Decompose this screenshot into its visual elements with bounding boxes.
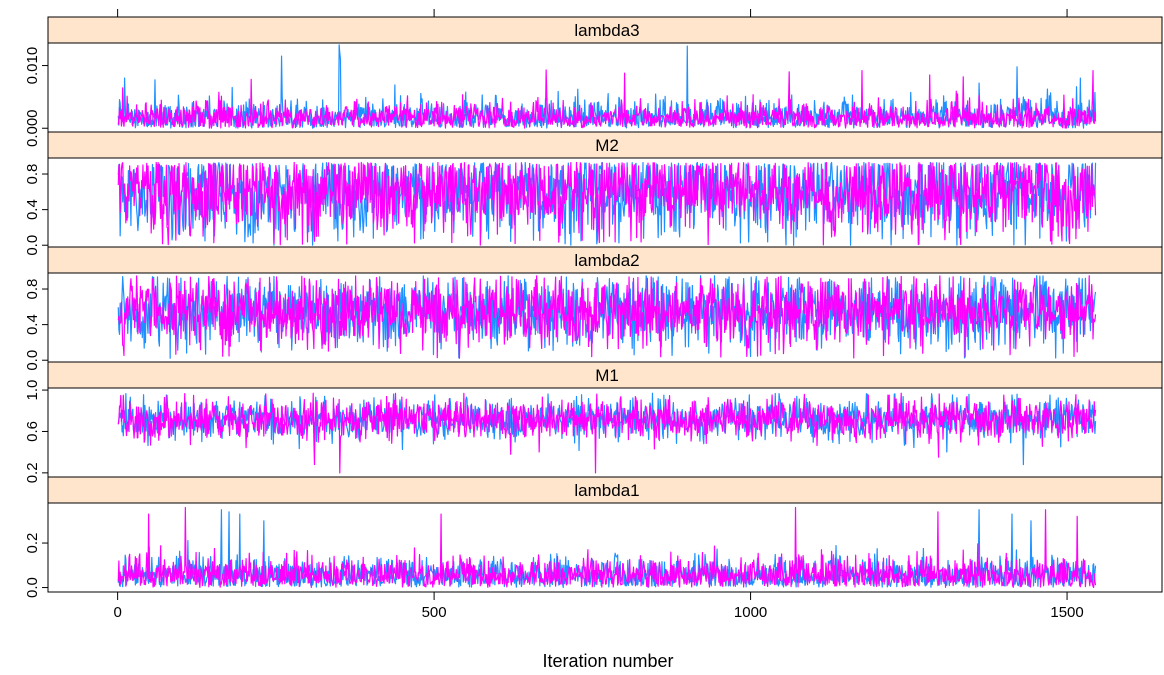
y-tick-label-lambda3-1: 0.010 xyxy=(24,47,41,85)
traces-M1 xyxy=(117,392,1097,474)
trace-lambda2-chain-2 xyxy=(117,275,1097,359)
trace-M2-chain-2 xyxy=(117,161,1097,246)
y-tick-label-M2-2: 0.8 xyxy=(24,164,41,185)
strip-label-lambda3: lambda3 xyxy=(574,21,639,40)
y-tick-label-M1-0: 0.2 xyxy=(24,462,41,483)
y-tick-label-lambda2-2: 0.8 xyxy=(24,279,41,300)
y-tick-label-lambda1-1: 0.2 xyxy=(24,533,41,554)
x-axis: 0 500 1000 1500 xyxy=(113,9,1084,621)
y-tick-label-M2-0: 0.0 xyxy=(24,235,41,256)
trace-M1-chain-2 xyxy=(117,392,1097,474)
y-tick-label-lambda1-0: 0.0 xyxy=(24,577,41,598)
traces-lambda2 xyxy=(117,275,1097,359)
traces-lambda1 xyxy=(117,506,1097,589)
x-tick-label-3: 1500 xyxy=(1050,604,1083,621)
strip-lambda2 xyxy=(47,246,1163,274)
panels-layer: lambda3 0.000 0.010 M2 0.0 0.4 0.8 lambda2 0.0 0.… xyxy=(24,16,1163,598)
strip-M1 xyxy=(47,361,1163,389)
x-tick-label-1: 500 xyxy=(422,604,447,621)
x-axis-label: Iteration number xyxy=(542,651,673,671)
panel-M1: M1 0.2 0.6 1.0 xyxy=(24,361,1163,483)
y-tick-label-lambda2-1: 0.4 xyxy=(24,314,41,335)
strip-label-M2: M2 xyxy=(595,136,619,155)
y-tick-label-lambda3-0: 0.000 xyxy=(24,109,41,147)
x-tick-label-2: 1000 xyxy=(734,604,767,621)
strip-lambda3 xyxy=(47,16,1163,44)
traces-lambda3 xyxy=(117,44,1097,129)
trace-lambda1-chain-2 xyxy=(117,506,1097,589)
x-tick-label-0: 0 xyxy=(113,604,121,621)
panel-M2: M2 0.0 0.4 0.8 xyxy=(24,131,1163,256)
y-tick-label-M1-1: 0.6 xyxy=(24,421,41,442)
strip-lambda1 xyxy=(47,476,1163,504)
y-tick-label-lambda2-0: 0.0 xyxy=(24,350,41,371)
y-tick-label-M2-1: 0.4 xyxy=(24,199,41,220)
panel-lambda2: lambda2 0.0 0.4 0.8 xyxy=(24,246,1163,371)
panel-frame-lambda1 xyxy=(47,502,1163,593)
y-tick-label-M1-2: 1.0 xyxy=(24,380,41,401)
traces-M2 xyxy=(117,161,1097,246)
strip-label-lambda1: lambda1 xyxy=(574,481,639,500)
strip-label-lambda2: lambda2 xyxy=(574,251,639,270)
panel-lambda1: lambda1 0.0 0.2 xyxy=(24,476,1163,598)
strip-label-M1: M1 xyxy=(595,366,619,385)
trace-lambda3-chain-2 xyxy=(117,69,1097,129)
